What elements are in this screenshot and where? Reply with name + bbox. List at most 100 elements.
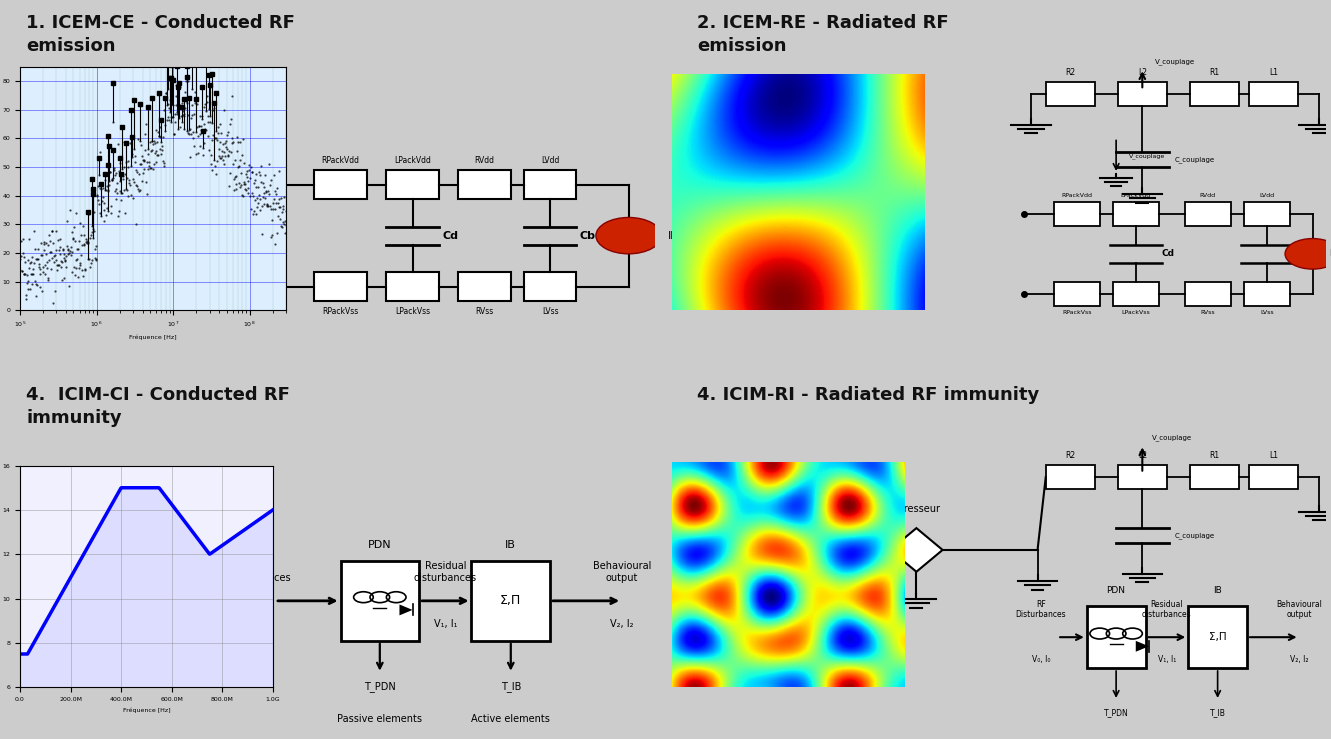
Text: Behavioural
output: Behavioural output — [1276, 599, 1323, 619]
Text: Residual
disturbances: Residual disturbances — [414, 561, 476, 582]
Text: Cd: Cd — [1162, 249, 1175, 259]
Text: Passive elements: Passive elements — [337, 714, 422, 723]
Bar — [471, 561, 550, 641]
Text: V_couplage: V_couplage — [1155, 58, 1195, 65]
Bar — [386, 272, 439, 301]
Circle shape — [1284, 239, 1331, 269]
Text: Behavioural
output: Behavioural output — [592, 561, 651, 582]
Text: T_PDN: T_PDN — [1103, 708, 1129, 717]
Bar — [524, 170, 576, 200]
Text: C_couplage: C_couplage — [1175, 532, 1215, 539]
Text: IB: IB — [506, 540, 516, 550]
Text: L1: L1 — [1268, 67, 1278, 77]
Text: RPackVss: RPackVss — [1062, 310, 1091, 315]
Text: LPackVdd: LPackVdd — [394, 156, 431, 165]
Text: RPackVss: RPackVss — [322, 307, 358, 316]
Text: Σ,Π: Σ,Π — [1209, 632, 1226, 642]
Bar — [1054, 202, 1099, 225]
Text: LVss: LVss — [542, 307, 559, 316]
Text: L2: L2 — [1138, 67, 1147, 77]
Text: T_IB: T_IB — [1210, 708, 1226, 717]
Bar — [1189, 606, 1247, 668]
Bar — [1185, 282, 1231, 306]
Bar — [458, 170, 511, 200]
Text: R2: R2 — [1065, 67, 1075, 77]
Bar — [1244, 282, 1290, 306]
Text: RVss: RVss — [475, 307, 494, 316]
Text: L2: L2 — [1138, 451, 1147, 460]
Polygon shape — [890, 528, 942, 572]
Text: V₀, I₀: V₀, I₀ — [1032, 655, 1050, 664]
Circle shape — [596, 217, 662, 253]
Text: C_couplage: C_couplage — [1175, 156, 1215, 163]
Bar — [524, 272, 576, 301]
Text: Cd: Cd — [442, 231, 458, 241]
Polygon shape — [399, 605, 413, 616]
Text: Agresseur: Agresseur — [892, 503, 941, 514]
X-axis label: Fréquence [Hz]: Fréquence [Hz] — [129, 335, 177, 341]
Bar — [1248, 82, 1298, 106]
Text: Residual
disturbances: Residual disturbances — [1142, 599, 1191, 619]
Text: L1: L1 — [1268, 451, 1278, 460]
Text: LVdd: LVdd — [1259, 193, 1274, 197]
Text: PDN: PDN — [1106, 586, 1126, 596]
X-axis label: Fréquence [Hz]: Fréquence [Hz] — [122, 707, 170, 713]
Bar — [458, 272, 511, 301]
Text: LPackVss: LPackVss — [395, 307, 430, 316]
Text: PDN: PDN — [367, 540, 391, 550]
Text: LVdd: LVdd — [540, 156, 559, 165]
Bar — [386, 170, 439, 200]
Text: RVss: RVss — [1201, 310, 1215, 315]
Bar — [314, 170, 367, 200]
Bar — [1190, 82, 1239, 106]
Bar — [1185, 202, 1231, 225]
Bar — [1113, 282, 1159, 306]
Text: Active elements: Active elements — [471, 714, 550, 723]
Bar — [1190, 466, 1239, 489]
Text: RF
Disturbances: RF Disturbances — [226, 561, 291, 582]
Text: LPackVss: LPackVss — [1122, 310, 1150, 315]
Text: 1. ICEM-CE - Conducted RF
emission: 1. ICEM-CE - Conducted RF emission — [27, 14, 295, 55]
Text: T_PDN: T_PDN — [363, 681, 395, 692]
Text: V₂, I₂: V₂, I₂ — [611, 619, 634, 629]
Text: R2: R2 — [1065, 451, 1075, 460]
Text: 2. ICEM-RE - Radiated RF
emission: 2. ICEM-RE - Radiated RF emission — [697, 14, 949, 55]
Text: V₁, I₁: V₁, I₁ — [1158, 655, 1177, 664]
Text: R1: R1 — [1210, 67, 1219, 77]
Text: Cb: Cb — [1292, 249, 1306, 259]
Bar — [1248, 466, 1298, 489]
Text: LVss: LVss — [1260, 310, 1274, 315]
Bar — [314, 272, 367, 301]
Text: Σ,Π: Σ,Π — [500, 594, 522, 607]
Text: RF
Disturbances: RF Disturbances — [1016, 599, 1066, 619]
Bar — [1244, 202, 1290, 225]
Text: V₁, I₁: V₁, I₁ — [434, 619, 457, 629]
Bar — [1046, 82, 1095, 106]
Text: V₂, I₂: V₂, I₂ — [1290, 655, 1308, 664]
Text: RVdd: RVdd — [1199, 193, 1215, 197]
Text: T_IB: T_IB — [500, 681, 520, 692]
Text: ~: ~ — [1306, 246, 1319, 262]
Text: RPackVdd: RPackVdd — [322, 156, 359, 165]
Bar — [1054, 282, 1099, 306]
Text: RPackVdd: RPackVdd — [1061, 193, 1093, 197]
Text: +: + — [910, 543, 922, 557]
Bar — [1046, 466, 1095, 489]
Bar — [341, 561, 419, 641]
Bar — [1118, 82, 1167, 106]
Text: V_couplage: V_couplage — [1129, 153, 1166, 158]
Bar — [1086, 606, 1146, 668]
Text: Cb: Cb — [579, 231, 595, 241]
Text: ~: ~ — [623, 228, 635, 243]
Text: LPackVdd: LPackVdd — [1121, 193, 1151, 197]
Bar — [1113, 202, 1159, 225]
Polygon shape — [1135, 641, 1149, 652]
Text: Ib: Ib — [1328, 249, 1331, 259]
Text: V_couplage: V_couplage — [1153, 434, 1193, 441]
Text: V₀, I₀: V₀, I₀ — [248, 619, 270, 629]
Text: R1: R1 — [1210, 451, 1219, 460]
Text: IB: IB — [1214, 586, 1222, 596]
Text: RVdd: RVdd — [475, 156, 495, 165]
Bar — [1118, 466, 1167, 489]
Text: Ib: Ib — [668, 231, 679, 241]
